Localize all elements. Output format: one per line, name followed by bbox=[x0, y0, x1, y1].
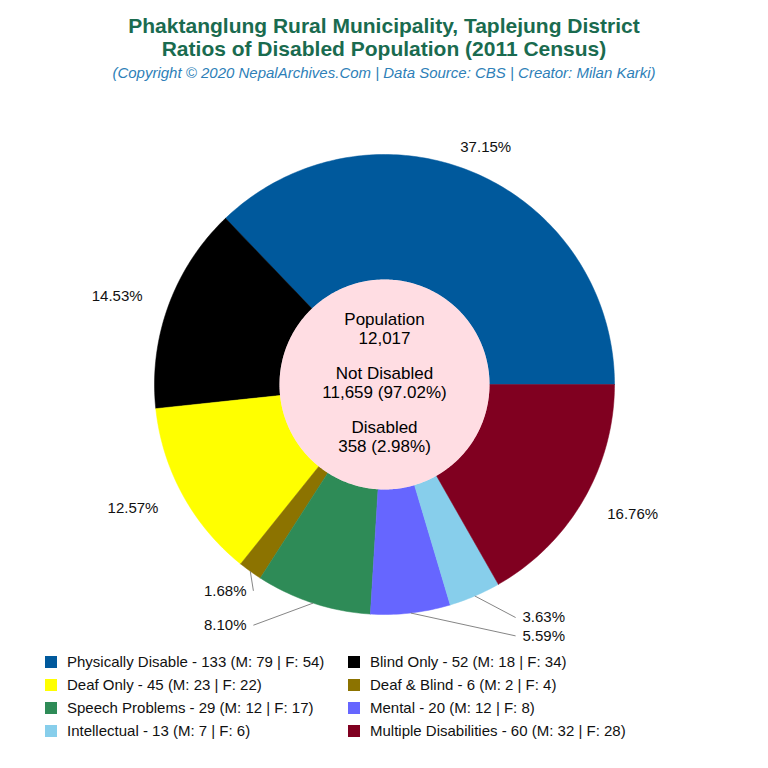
html-text:Deaf Only - 45 (M: 23 | F: 22): Deaf Only - 45 (M: 23 | F: 22) bbox=[67, 676, 262, 693]
svg-text:11,659 (97.02%): 11,659 (97.02%) bbox=[322, 383, 446, 402]
svg-text:Disabled: Disabled bbox=[351, 418, 417, 437]
html-text:Intellectual - 13 (M: 7 | F: 6: Intellectual - 13 (M: 7 | F: 6) bbox=[67, 722, 251, 739]
html-text:(Copyright © 2020 NepalArchive: (Copyright © 2020 NepalArchives.Com | Da… bbox=[112, 64, 656, 81]
svg-text:8.10%: 8.10% bbox=[204, 616, 247, 633]
html-text:Blind Only - 52 (M: 18 | F: 34: Blind Only - 52 (M: 18 | F: 34) bbox=[370, 653, 567, 670]
svg-text:16.76%: 16.76% bbox=[607, 505, 658, 522]
svg-text:Population: Population bbox=[344, 310, 424, 329]
html-text:Ratios of Disabled Population: Ratios of Disabled Population (2011 Cens… bbox=[161, 37, 607, 60]
svg-text:37.15%: 37.15% bbox=[460, 138, 511, 155]
html-text:Mental - 20 (M: 12 | F: 8): Mental - 20 (M: 12 | F: 8) bbox=[370, 699, 535, 716]
svg-text:12,017: 12,017 bbox=[359, 329, 411, 348]
html-text:Speech Problems - 29 (M: 12 |: Speech Problems - 29 (M: 12 | F: 17) bbox=[67, 699, 314, 716]
html-text:Physically Disable - 133 (M: 7: Physically Disable - 133 (M: 79 | F: 54) bbox=[67, 653, 325, 670]
svg-text:358 (2.98%): 358 (2.98%) bbox=[338, 437, 431, 456]
svg-text:12.57%: 12.57% bbox=[108, 499, 159, 516]
svg-text:Not Disabled: Not Disabled bbox=[336, 364, 433, 383]
html-text:Multiple Disabilities - 60 (M:: Multiple Disabilities - 60 (M: 32 | F: 2… bbox=[370, 722, 626, 739]
html-text:Phaktanglung Rural Municipalit: Phaktanglung Rural Municipality, Tapleju… bbox=[128, 14, 640, 37]
svg-text:1.68%: 1.68% bbox=[204, 582, 247, 599]
svg-text:14.53%: 14.53% bbox=[92, 287, 143, 304]
html-text:Deaf & Blind - 6 (M: 2 | F: 4): Deaf & Blind - 6 (M: 2 | F: 4) bbox=[370, 676, 557, 693]
svg-text:3.63%: 3.63% bbox=[523, 608, 566, 625]
svg-text:5.59%: 5.59% bbox=[523, 627, 566, 644]
